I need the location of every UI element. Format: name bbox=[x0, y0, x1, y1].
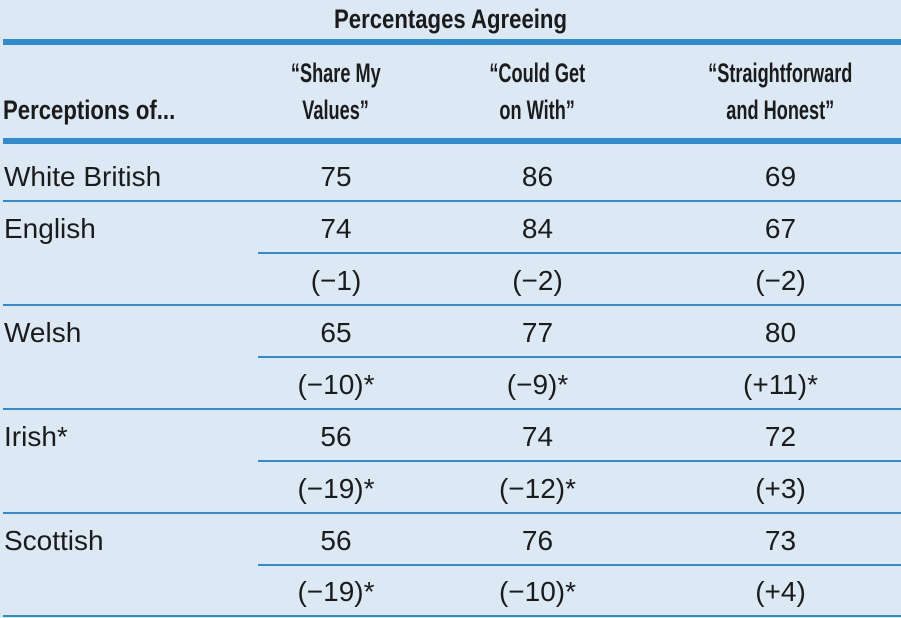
row-subdivider bbox=[258, 356, 901, 358]
row-subdivider bbox=[258, 564, 901, 566]
row-header: Perceptions of... bbox=[3, 95, 176, 125]
row-divider bbox=[3, 304, 901, 306]
row-divider bbox=[3, 512, 901, 514]
table-cell: 72 bbox=[764, 421, 797, 452]
row-label-welsh: Welsh bbox=[4, 317, 82, 348]
header-rule bbox=[3, 138, 901, 144]
table-cell-diff: (−2) bbox=[512, 265, 563, 296]
table-cell-diff: (−19)* bbox=[297, 576, 375, 607]
table-cell: 84 bbox=[521, 213, 554, 244]
row-label-white-british: White British bbox=[4, 161, 162, 192]
table-cell-diff: (+4) bbox=[755, 576, 806, 607]
table-title: Percentages Agreeing bbox=[334, 3, 567, 34]
column-header-could-get-on-with: “Could Get on With” bbox=[489, 57, 586, 125]
table-cell: 56 bbox=[320, 421, 352, 452]
table-cell: 75 bbox=[320, 161, 352, 192]
row-label-scottish: Scottish bbox=[4, 525, 104, 556]
row-subdivider bbox=[258, 460, 901, 462]
table-cell-diff: (−1) bbox=[310, 265, 362, 296]
table-cell-diff: (−2) bbox=[755, 265, 806, 296]
row-subdivider bbox=[258, 252, 901, 254]
row-label-irish: Irish* bbox=[4, 421, 68, 452]
table-cell: 86 bbox=[521, 161, 554, 192]
table-cell-diff: (−12)* bbox=[498, 473, 577, 504]
table-cell: 73 bbox=[764, 525, 797, 556]
table-cell: 56 bbox=[320, 525, 352, 556]
table-cell: 69 bbox=[764, 161, 797, 192]
table-cell-diff: (+3) bbox=[755, 473, 806, 504]
row-divider bbox=[3, 408, 901, 410]
table-cell-diff: (−10)* bbox=[297, 369, 375, 400]
table-cell: 77 bbox=[521, 317, 554, 348]
table-cell-diff: (−10)* bbox=[498, 576, 577, 607]
table-cell: 74 bbox=[320, 213, 352, 244]
bottom-rule bbox=[3, 615, 901, 617]
table-cell: 76 bbox=[521, 525, 554, 556]
table-cell-diff: (−9)* bbox=[506, 369, 569, 400]
row-label-english: English bbox=[4, 213, 96, 244]
top-rule bbox=[3, 39, 901, 45]
table-cell-diff: (−19)* bbox=[297, 473, 375, 504]
table-cell: 65 bbox=[320, 317, 352, 348]
row-divider bbox=[3, 200, 901, 202]
column-header-share-my-values: “Share My Values” bbox=[291, 57, 381, 125]
column-header-straightforward-and-honest: “Straightforward and Honest” bbox=[708, 57, 853, 125]
table-cell: 74 bbox=[521, 421, 554, 452]
table-cell: 67 bbox=[764, 213, 797, 244]
table-cell: 80 bbox=[764, 317, 797, 348]
table-cell-diff: (+11)* bbox=[743, 369, 818, 400]
